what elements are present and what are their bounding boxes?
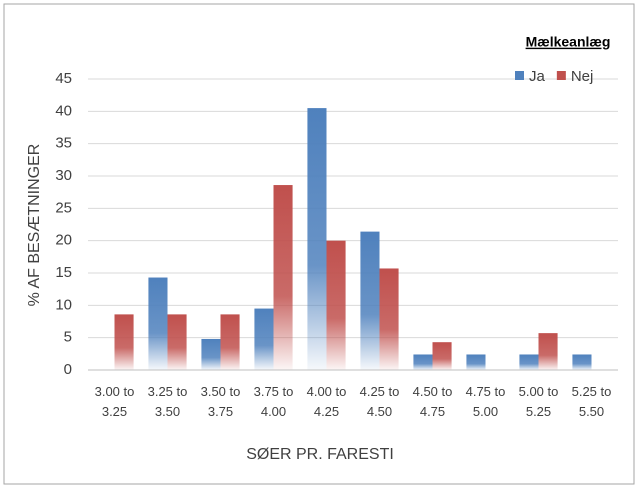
legend-label: Nej — [571, 68, 594, 85]
bar — [572, 354, 592, 370]
y-tick-label: 20 — [55, 232, 72, 249]
bar — [167, 314, 187, 370]
x-tick-label: 4.00 to 4.25 — [306, 384, 347, 419]
x-tick-label: 4.25 to 4.50 — [359, 384, 400, 419]
legend-swatch — [515, 71, 524, 80]
y-tick-label: 45 — [55, 70, 72, 87]
y-tick-label: 0 — [64, 361, 72, 378]
bar — [273, 185, 293, 370]
x-tick-label: 4.50 to 4.75 — [412, 384, 453, 419]
y-tick-label: 30 — [55, 167, 72, 184]
x-tick-label: 5.00 to 5.25 — [518, 384, 559, 419]
y-tick-label: 10 — [55, 296, 72, 313]
legend-swatch — [556, 71, 566, 80]
y-tick-label: 5 — [64, 329, 72, 346]
bar — [307, 108, 327, 370]
y-tick-label: 25 — [55, 199, 72, 216]
bar — [114, 314, 134, 370]
y-tick-label: 40 — [55, 102, 72, 119]
x-tick-label: 3.00 to 3.25 — [94, 384, 135, 419]
bar — [360, 231, 380, 370]
x-tick-label: 3.25 to 3.50 — [147, 384, 188, 419]
legend-title: Mælkeanlæg — [526, 34, 611, 50]
y-tick-label: 15 — [55, 264, 72, 281]
x-tick-label: 4.75 to 5.00 — [465, 384, 506, 419]
bar — [538, 333, 558, 370]
bar — [379, 268, 399, 370]
bar — [413, 354, 433, 370]
x-axis-title: SØER PR. FARESTI — [246, 446, 394, 463]
y-axis-title: % AF BESÆTNINGER — [26, 144, 43, 307]
bar — [254, 308, 274, 370]
bar — [201, 338, 221, 370]
bar — [220, 314, 240, 370]
bar — [519, 354, 539, 370]
bar — [432, 342, 452, 370]
bar — [466, 354, 486, 370]
x-tick-label: 3.50 to 3.75 — [200, 384, 241, 419]
legend-label: Ja — [529, 68, 546, 85]
bar — [148, 277, 168, 370]
y-tick-label: 35 — [55, 135, 72, 152]
x-tick-label: 3.75 to 4.00 — [253, 384, 294, 419]
bar — [326, 240, 346, 370]
x-tick-label: 5.25 to 5.50 — [571, 384, 612, 419]
